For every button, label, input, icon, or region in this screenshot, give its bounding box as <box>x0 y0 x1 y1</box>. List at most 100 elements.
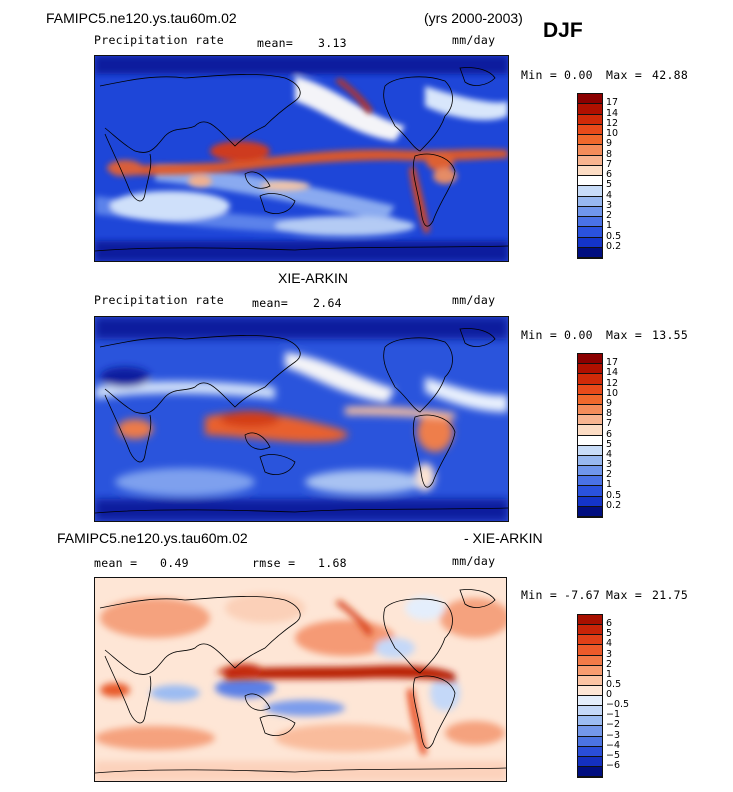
colorbar-swatch <box>578 186 602 197</box>
colorbar-swatch <box>578 716 602 727</box>
colorbar-tick-label: −0.5 <box>606 699 630 711</box>
colorbar-swatch <box>578 685 602 696</box>
colorbar-tick-label: 2 <box>606 469 613 481</box>
colorbar-tick-label: 2 <box>606 658 613 670</box>
colorbar-tick-label: 7 <box>606 418 613 430</box>
colorbar-tick-label: 1 <box>606 220 613 232</box>
colorbar-swatch <box>578 384 602 395</box>
colorbar-swatch <box>578 247 602 258</box>
colorbar-tick-label: 4 <box>606 638 613 650</box>
colorbar-swatch <box>578 766 602 777</box>
colorbar-tick-label: 8 <box>606 148 613 160</box>
colorbar-tick-label: 12 <box>606 377 619 389</box>
colorbar-swatch <box>578 665 602 676</box>
colorbar-swatch <box>578 364 602 375</box>
obs-precip-map <box>94 316 509 522</box>
colorbar-swatch <box>578 435 602 446</box>
colorbar-tick-label: 10 <box>606 128 619 139</box>
colorbar-swatch <box>578 496 602 507</box>
colorbar-tick-label: −3 <box>606 729 621 741</box>
colorbar-tick-label: 3 <box>606 648 613 660</box>
colorbar-swatch <box>578 706 602 717</box>
panel1-min-label: Min = <box>521 68 558 82</box>
colorbar-tick-label: 7 <box>606 158 613 170</box>
colorbar-swatch <box>578 135 602 146</box>
colorbar-obs-labels: 17 14 12 10 9 8 7 6 5 4 3 2 1 0.5 0.2 <box>606 353 646 516</box>
colorbar-tick-label: 17 <box>606 357 619 369</box>
colorbar-swatch <box>578 206 602 217</box>
colorbar-tick-label: −1 <box>606 709 621 721</box>
panel3-mean-value: 0.49 <box>160 556 189 570</box>
colorbar-tick-label: 17 <box>606 97 619 109</box>
colorbar-tick-label: 5 <box>606 628 613 640</box>
colorbar-tick-label: 0.5 <box>606 678 622 690</box>
colorbar-swatch <box>578 94 602 105</box>
colorbar-swatch <box>578 696 602 707</box>
colorbar-swatch <box>578 394 602 405</box>
panel2-min-value: 0.00 <box>564 328 593 342</box>
colorbar-swatch <box>578 196 602 207</box>
colorbar-tick-label: 8 <box>606 408 613 420</box>
colorbar-swatch <box>578 354 602 365</box>
colorbar-tick-label: 4 <box>606 448 613 460</box>
colorbar-tick-label: 1 <box>606 668 613 680</box>
difference-map <box>94 577 507 782</box>
colorbar-tick-label: 0.2 <box>606 499 622 511</box>
panel1-min-value: 0.00 <box>564 68 593 82</box>
colorbar-tick-label: 0.5 <box>606 230 622 242</box>
panel2-mean-value: 2.64 <box>313 296 342 310</box>
colorbar-model-labels: 17 14 12 10 9 8 7 6 5 4 3 2 1 0.5 0.2 <box>606 93 646 257</box>
colorbar-swatch <box>578 415 602 426</box>
colorbar-tick-label: 9 <box>606 138 613 150</box>
colorbar-tick-label: 6 <box>606 428 613 440</box>
colorbar-swatch <box>578 476 602 487</box>
colorbar-swatch <box>578 425 602 436</box>
colorbar-difference <box>577 614 603 778</box>
panel1-variable: Precipitation rate <box>94 33 225 47</box>
panel3-units: mm/day <box>452 554 496 568</box>
panel1-mean-value: 3.13 <box>318 36 347 50</box>
colorbar-tick-label: 12 <box>606 117 619 129</box>
panel1-units: mm/day <box>452 33 496 47</box>
colorbar-swatch <box>578 114 602 125</box>
model-precip-map <box>94 55 509 262</box>
panel1-max-label: Max = <box>606 68 643 82</box>
panel2-variable: Precipitation rate <box>94 293 225 307</box>
panel2-units: mm/day <box>452 293 496 307</box>
model-title: FAMIPC5.ne120.ys.tau60m.02 <box>46 10 237 26</box>
colorbar-obs <box>577 353 603 518</box>
panel3-max-label: Max = <box>606 588 643 602</box>
panel3-rmse-value: 1.68 <box>318 556 347 570</box>
colorbar-swatch <box>578 675 602 686</box>
colorbar-tick-label: −6 <box>606 759 621 771</box>
panel3-mean-label: mean = <box>94 556 138 570</box>
colorbar-tick-label: −4 <box>606 739 621 751</box>
panel3-min-label: Min = <box>521 588 558 602</box>
colorbar-swatch <box>578 645 602 656</box>
colorbar-swatch <box>578 404 602 416</box>
colorbar-tick-label: 5 <box>606 179 613 191</box>
colorbar-tick-label: 9 <box>606 397 613 409</box>
season-label: DJF <box>543 19 583 42</box>
colorbar-swatch <box>578 756 602 767</box>
colorbar-tick-label: 0.2 <box>606 240 622 252</box>
colorbar-tick-label: 0.5 <box>606 489 622 501</box>
colorbar-swatch <box>578 104 602 115</box>
colorbar-tick-label: −2 <box>606 719 621 731</box>
colorbar-swatch <box>578 506 602 517</box>
colorbar-tick-label: 14 <box>606 107 619 119</box>
colorbar-tick-label: 5 <box>606 438 613 450</box>
colorbar-tick-label: 14 <box>606 367 619 379</box>
colorbar-swatch <box>578 124 602 135</box>
colorbar-swatch <box>578 227 602 238</box>
colorbar-difference-labels: 6 5 4 3 2 1 0.5 0 −0.5 −1 −2 −3 −4 −5 −6 <box>606 614 646 776</box>
panel3-title-left: FAMIPC5.ne120.ys.tau60m.02 <box>57 530 248 546</box>
panel3-title-right: - XIE-ARKIN <box>464 530 543 546</box>
years-label: (yrs 2000-2003) <box>424 10 523 26</box>
panel3-min-value: -7.67 <box>564 588 601 602</box>
colorbar-swatch <box>578 165 602 176</box>
colorbar-swatch <box>578 486 602 497</box>
colorbar-swatch <box>578 155 602 166</box>
colorbar-tick-label: 6 <box>606 169 613 180</box>
colorbar-swatch <box>578 217 602 228</box>
